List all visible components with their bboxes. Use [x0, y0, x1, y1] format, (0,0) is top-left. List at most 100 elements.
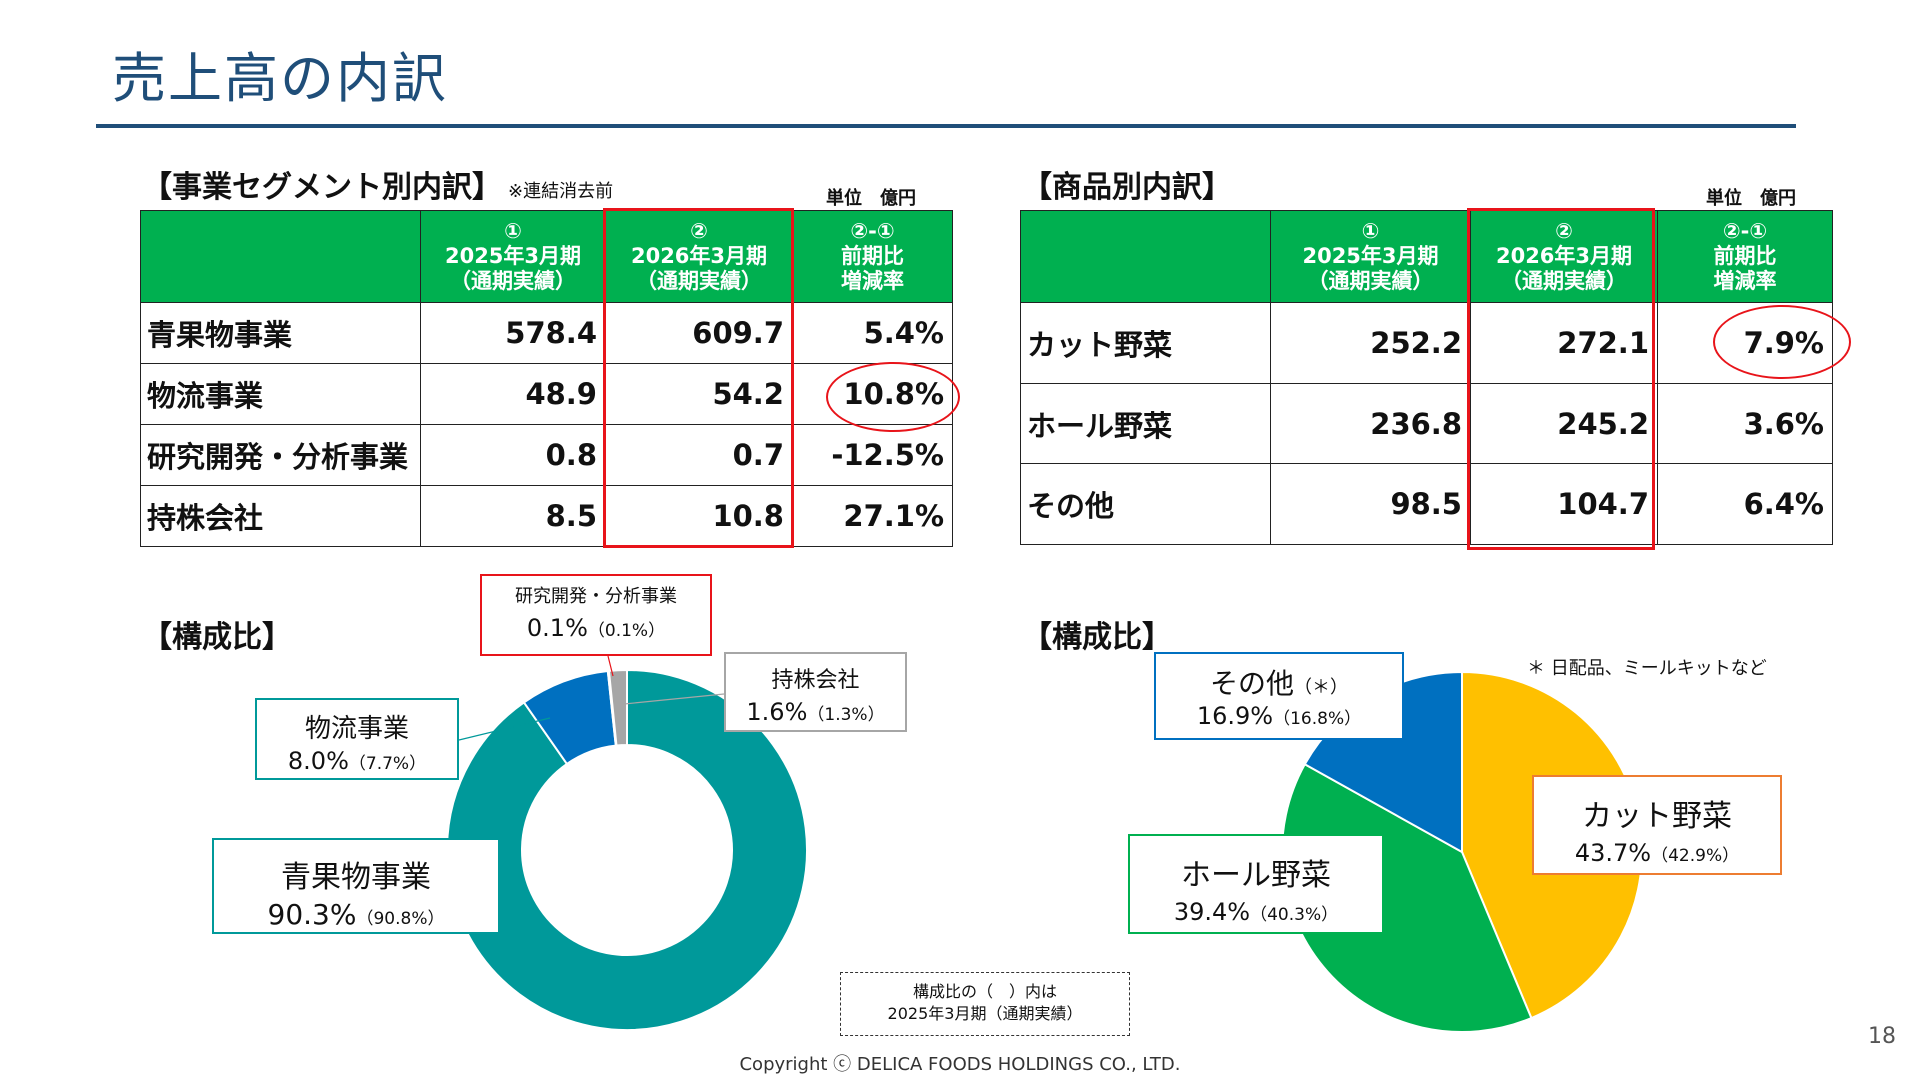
- callout-label: 研究開発・分析事業: [515, 586, 677, 607]
- change-rate: 6.4%: [1657, 463, 1833, 545]
- product-table: ① 2025年3月期 （通期実績） ② 2026年3月期 （通期実績） ②-① 前期比 増減…: [1020, 210, 1833, 545]
- slice-whole-vegetables: [1281, 762, 1533, 1033]
- callout-logistics: 物流事業 8.0%（7.7%）: [255, 698, 459, 780]
- table-row: 持株会社 8.5 10.8 27.1%: [140, 485, 953, 547]
- col-line2: （通期実績）: [1501, 269, 1627, 293]
- col-line1: 2026年3月期: [1495, 244, 1633, 268]
- segment-col-1: ① 2025年3月期 （通期実績）: [420, 210, 606, 303]
- row-label: 研究開発・分析事業: [140, 424, 421, 486]
- table-row: その他 98.5 104.7 6.4%: [1020, 463, 1833, 545]
- col-num: ②-①: [1722, 219, 1768, 243]
- col-num: ②-①: [850, 219, 895, 243]
- col-line1: 2025年3月期: [1302, 244, 1439, 268]
- callout-pct: 90.3%: [267, 898, 357, 931]
- row-label: 持株会社: [140, 485, 421, 547]
- leader-line-holding: [623, 693, 725, 705]
- callout-prev: （1.3%）: [807, 705, 885, 725]
- page-number: 18: [1868, 1024, 1896, 1049]
- page-title: 売上高の内訳: [112, 47, 448, 110]
- col-line2: 増減率: [1713, 269, 1777, 293]
- footnote: ＊ 日配品、ミールキットなど: [1527, 658, 1767, 679]
- segment-col-3: ②-① 前期比 増減率: [792, 210, 953, 303]
- product-unit: 単位 億円: [1706, 188, 1796, 209]
- col-num: ②: [1555, 219, 1573, 243]
- segment-note: ※連結消去前: [508, 181, 614, 202]
- col-num: ①: [1361, 219, 1380, 243]
- callout-pct: 1.6%: [746, 698, 808, 726]
- change-rate: 5.4%: [792, 302, 953, 364]
- callout-pct: 39.4%: [1173, 898, 1251, 926]
- callout-label: 持株会社: [771, 668, 860, 693]
- callout-label: 物流事業: [304, 714, 409, 744]
- value-2025: 48.9: [420, 363, 606, 425]
- change-rate: -12.5%: [792, 424, 953, 486]
- callout-whole-vegetables: ホール野菜 39.4%（40.3%）: [1128, 834, 1384, 934]
- segment-header-blank: [140, 210, 421, 303]
- callout-prev: （7.7%）: [348, 754, 427, 774]
- col-line1: 2025年3月期: [444, 244, 582, 268]
- row-label: その他: [1020, 463, 1271, 545]
- segment-heading: 【事業セグメント別内訳】 ※連結消去前: [142, 162, 613, 206]
- callout-prev: （42.9%）: [1651, 846, 1740, 866]
- title-divider: [96, 124, 1796, 128]
- chart-title-left: 【構成比】: [142, 620, 292, 655]
- value-2025: 578.4: [420, 302, 606, 364]
- callout-label: カット野菜: [1582, 799, 1732, 834]
- callout-holding: 持株会社 1.6%（1.3%）: [724, 652, 907, 732]
- col-line1: 2026年3月期: [630, 244, 768, 268]
- chart-title-right: 【構成比】: [1022, 620, 1172, 655]
- row-label: 青果物事業: [140, 302, 421, 364]
- callout-research: 研究開発・分析事業 0.1%（0.1%）: [480, 574, 712, 656]
- product-header-blank: [1020, 210, 1271, 303]
- callout-suffix: （＊）: [1294, 677, 1348, 698]
- composition-note-line2: 2025年3月期（通期実績）: [887, 1004, 1083, 1023]
- callout-label: その他: [1209, 667, 1294, 700]
- callout-prev: （0.1%）: [587, 621, 666, 641]
- callout-produce: 青果物事業 90.3%（90.8%）: [212, 838, 500, 934]
- col-line1: 前期比: [1713, 244, 1777, 268]
- row-label: ホール野菜: [1020, 383, 1271, 464]
- slice-holding: [607, 668, 628, 747]
- slice-produce: [446, 668, 808, 1031]
- callout-pct: 43.7%: [1574, 839, 1652, 867]
- value-2026: 272.1: [1470, 302, 1658, 384]
- change-rate: 27.1%: [792, 485, 953, 547]
- col-line2: （通期実績）: [1307, 269, 1434, 293]
- col-line2: （通期実績）: [636, 269, 762, 293]
- highlight-circle: [826, 362, 960, 432]
- product-col-2: ② 2026年3月期 （通期実績）: [1470, 210, 1658, 303]
- callout-pct: 8.0%: [287, 747, 349, 775]
- col-num: ②: [690, 219, 708, 243]
- product-heading: 【商品別内訳】: [1022, 170, 1232, 205]
- segment-header-row: ① 2025年3月期 （通期実績） ② 2026年3月期 （通期実績） ②-① 前期比 増減…: [140, 210, 953, 303]
- product-col-3: ②-① 前期比 増減率: [1657, 210, 1833, 303]
- value-2026: 609.7: [605, 302, 793, 364]
- col-line1: 前期比: [841, 244, 904, 268]
- callout-other: その他（＊） 16.9%（16.8%）: [1154, 652, 1404, 740]
- segment-heading-text: 【事業セグメント別内訳】: [142, 170, 502, 205]
- value-2026: 54.2: [605, 363, 793, 425]
- leader-line-logistics: [458, 717, 551, 741]
- value-2025: 236.8: [1270, 383, 1471, 464]
- callout-cut-vegetables: カット野菜 43.7%（42.9%）: [1532, 775, 1782, 875]
- table-row: 青果物事業 578.4 609.7 5.4%: [140, 302, 953, 364]
- segment-col-2: ② 2026年3月期 （通期実績）: [605, 210, 793, 303]
- copyright: Copyright ⓒ DELICA FOODS HOLDINGS CO., L…: [739, 1054, 1181, 1075]
- table-row: 研究開発・分析事業 0.8 0.7 -12.5%: [140, 424, 953, 486]
- callout-prev: （16.8%）: [1273, 709, 1362, 729]
- callout-prev: （40.3%）: [1250, 905, 1339, 925]
- product-col-1: ① 2025年3月期 （通期実績）: [1270, 210, 1471, 303]
- col-line2: （通期実績）: [450, 269, 576, 293]
- change-rate: 3.6%: [1657, 383, 1833, 464]
- composition-note: 構成比の（ ）内は 2025年3月期（通期実績）: [840, 972, 1130, 1036]
- callout-pct: 16.9%: [1196, 702, 1274, 730]
- segment-unit: 単位 億円: [826, 188, 916, 209]
- highlight-box-2026: [603, 208, 794, 548]
- composition-note-line1: 構成比の（ ）内は: [912, 982, 1057, 1001]
- col-line2: 増減率: [841, 269, 904, 293]
- callout-label: 青果物事業: [281, 860, 431, 895]
- value-2025: 8.5: [420, 485, 606, 547]
- value-2026: 0.7: [605, 424, 793, 486]
